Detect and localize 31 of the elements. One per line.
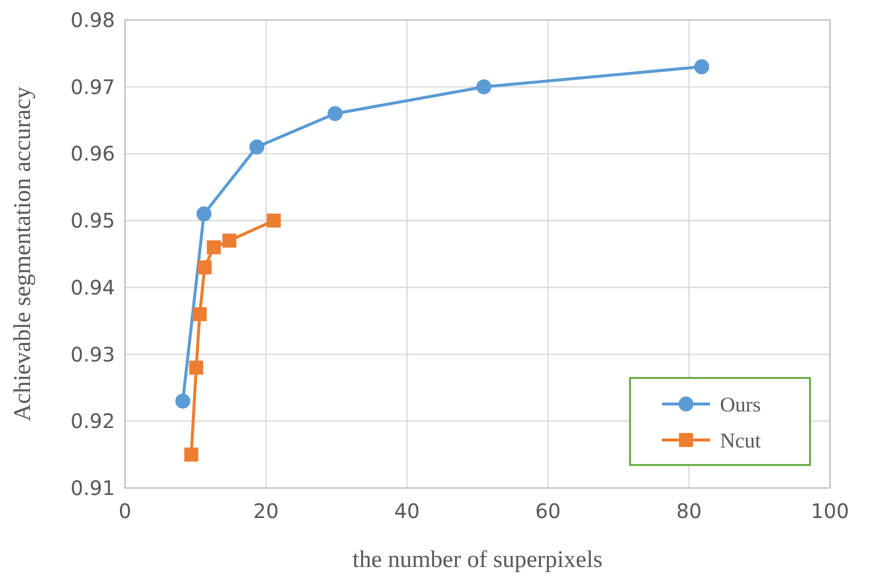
- point: [192, 307, 207, 322]
- point: [196, 206, 212, 222]
- y-tick-label: 0.94: [70, 275, 115, 300]
- point: [476, 79, 492, 94]
- point: [184, 448, 198, 462]
- x-tick-label: 0: [118, 499, 132, 523]
- point: [198, 260, 212, 274]
- y-tick-label: 0.98: [70, 8, 115, 32]
- y-tick-label: 0.96: [70, 142, 115, 166]
- point: [694, 59, 710, 74]
- legend-label: Ours: [720, 392, 761, 416]
- y-axis-title: Achievable segmentation accuracy: [10, 86, 36, 422]
- point: [266, 214, 281, 228]
- point: [206, 240, 221, 254]
- point: [222, 234, 236, 248]
- point: [249, 140, 264, 155]
- x-tick-label: 100: [810, 499, 850, 523]
- x-tick-label: 80: [676, 499, 702, 523]
- x-axis-title: the number of superpixels: [352, 547, 602, 573]
- x-tick-label: 60: [535, 499, 561, 523]
- y-tick-label: 0.92: [70, 409, 115, 434]
- point: [175, 394, 190, 409]
- x-tick-label: 40: [394, 499, 420, 523]
- legend-label: Ncut: [720, 428, 761, 452]
- y-tick-label: 0.95: [70, 208, 115, 233]
- x-tick-label: 20: [253, 499, 279, 523]
- y-tick-label: 0.93: [70, 342, 115, 366]
- y-tick-label: 0.91: [70, 476, 115, 500]
- point: [328, 106, 343, 122]
- point: [189, 360, 204, 375]
- y-tick-label: 0.97: [70, 74, 115, 99]
